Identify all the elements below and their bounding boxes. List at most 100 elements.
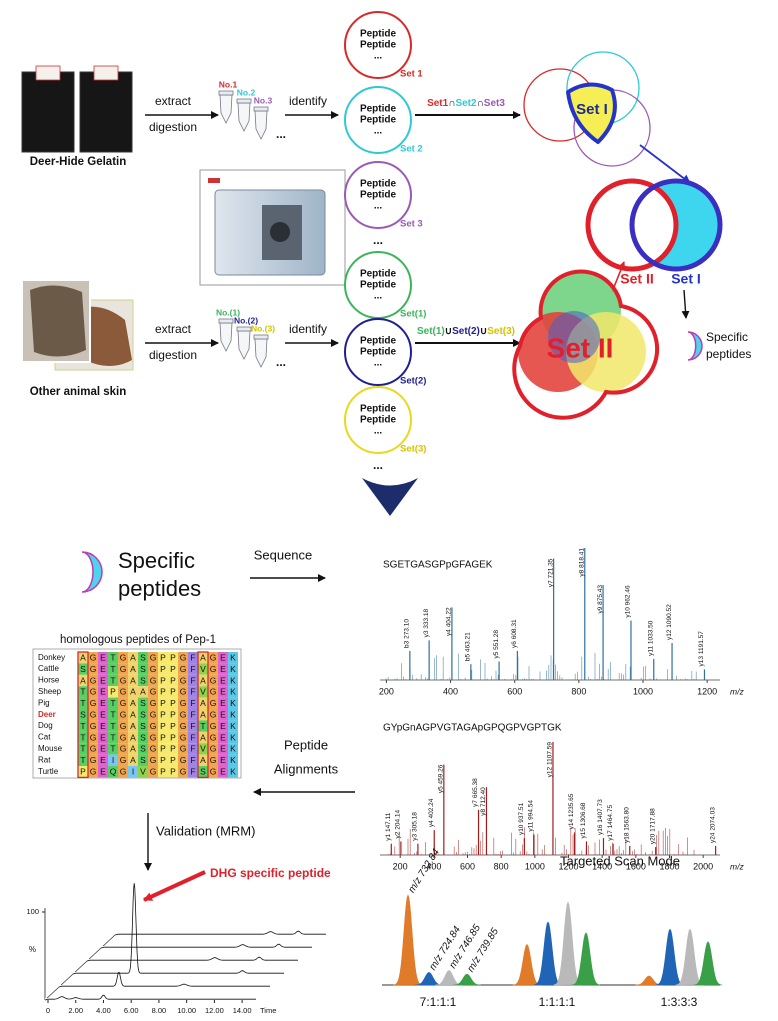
tube-cap	[253, 106, 269, 112]
tube-label: No.2	[237, 87, 256, 97]
residue: E	[100, 721, 106, 731]
operation-part: ∩	[477, 98, 484, 109]
residue: Q	[110, 766, 117, 776]
residue-cell	[148, 674, 158, 687]
residue-cell	[128, 663, 138, 675]
arrow	[639, 144, 691, 184]
peak-label: y5 459.26	[438, 764, 445, 793]
residue: P	[160, 732, 166, 742]
residue: A	[130, 687, 136, 697]
residue: G	[180, 664, 187, 674]
residue: P	[160, 652, 166, 662]
residue: T	[110, 744, 115, 754]
chromatogram-trace	[114, 930, 326, 936]
residue-cell	[118, 686, 128, 698]
residue: G	[120, 698, 127, 708]
residue: T	[80, 744, 85, 754]
residue: G	[120, 721, 127, 731]
peak-label: y8 712.40	[480, 787, 487, 816]
set-i-label: Set I	[576, 101, 608, 118]
tube-cap	[218, 318, 234, 324]
x-axis-label: m/z	[730, 686, 744, 696]
residue: P	[170, 744, 176, 754]
peak-label: y3 305.18	[412, 812, 419, 841]
residue: K	[230, 744, 236, 754]
residue: E	[100, 687, 106, 697]
residue-cell	[108, 743, 118, 755]
residue: E	[100, 664, 106, 674]
residue-cell	[148, 720, 158, 732]
residue-cell	[178, 743, 188, 755]
residue: P	[160, 698, 166, 708]
residue-cell	[158, 743, 168, 755]
set-i-label: Set I	[671, 271, 701, 287]
residue: S	[140, 744, 146, 754]
residue-cell	[188, 686, 198, 698]
residue: I	[132, 766, 134, 776]
specific-label: Specific	[706, 330, 748, 344]
set-ii-label: Set II	[547, 332, 614, 363]
step-label: extract	[155, 94, 192, 108]
peak-label: y13 1191.57	[698, 631, 705, 667]
y-axis-label: %	[29, 945, 36, 954]
residue-cell	[78, 697, 88, 709]
residue-cell	[128, 766, 138, 778]
residue-cell	[218, 674, 228, 687]
residue: G	[90, 652, 97, 662]
residue-cell	[198, 720, 208, 732]
tube	[254, 110, 268, 140]
residue: T	[80, 732, 85, 742]
residue: K	[230, 664, 236, 674]
residue-cell	[198, 754, 208, 766]
tube-cap	[253, 334, 269, 340]
residue-cell	[188, 743, 198, 755]
residue: G	[210, 721, 217, 731]
residue-cell	[228, 697, 238, 709]
residue-cell	[78, 686, 88, 698]
tube	[254, 338, 268, 368]
residue-cell	[128, 720, 138, 732]
species-name: Sheep	[38, 687, 62, 696]
x-tick-label: 2000	[693, 861, 713, 871]
residue: S	[140, 755, 146, 765]
residue-cell	[158, 766, 168, 778]
residue-cell	[198, 663, 208, 675]
residue-cell	[118, 709, 128, 721]
mrm-peak	[452, 973, 482, 986]
peak-label: b3 273.10	[404, 619, 411, 648]
residue: E	[100, 755, 106, 765]
skin-photo	[30, 285, 86, 357]
callout-label: DHG specific peptide	[210, 866, 331, 880]
residue: F	[190, 675, 195, 685]
x-tick-label: 400	[443, 686, 458, 696]
residue-cell	[218, 652, 228, 664]
residue-cell	[138, 709, 148, 721]
residue: G	[150, 664, 157, 674]
residue-cell	[228, 663, 238, 675]
residue: F	[190, 755, 195, 765]
residue: G	[150, 675, 157, 685]
residue-cell	[168, 743, 178, 755]
peak-label: y15 1306.68	[580, 802, 587, 838]
residue: G	[90, 675, 97, 685]
residue-cell	[98, 686, 108, 698]
peak-label: b5 463.21	[465, 632, 472, 661]
residue-cell	[88, 743, 98, 755]
residue-cell	[198, 766, 208, 778]
residue: P	[160, 721, 166, 731]
residue-cell	[198, 652, 208, 664]
residue: K	[230, 652, 236, 662]
residue: A	[200, 732, 206, 742]
residue: G	[150, 721, 157, 731]
ratio-label: 1:3:3:3	[661, 995, 698, 1009]
peak-label: y18 1563.80	[623, 807, 630, 843]
ratio-label: 1:1:1:1	[539, 995, 576, 1009]
residue: T	[110, 732, 115, 742]
residue: V	[200, 664, 206, 674]
set-label: Set(3)	[400, 444, 426, 455]
residue: E	[220, 664, 226, 674]
residue-cell	[128, 709, 138, 721]
residue-cell	[158, 720, 168, 732]
residue: F	[190, 652, 195, 662]
x-tick-label: 0	[46, 1006, 50, 1015]
